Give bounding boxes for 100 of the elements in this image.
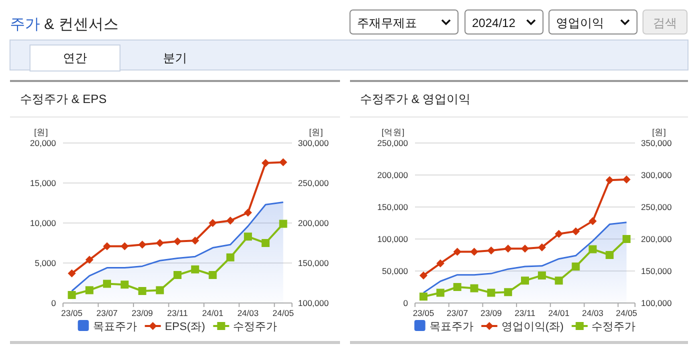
point bbox=[554, 230, 563, 238]
legend-label: 수정주가 bbox=[592, 321, 636, 333]
point bbox=[606, 176, 614, 184]
point bbox=[68, 269, 76, 278]
point bbox=[470, 248, 478, 256]
point bbox=[103, 242, 112, 250]
chart-title: 수정주가 & 영업이익 bbox=[360, 92, 471, 106]
point bbox=[85, 286, 94, 294]
point bbox=[521, 276, 529, 285]
point bbox=[174, 237, 182, 246]
point bbox=[226, 216, 234, 225]
y-tick-label: 250,000 bbox=[377, 138, 408, 148]
point bbox=[191, 265, 200, 274]
point bbox=[622, 175, 631, 184]
point bbox=[244, 208, 252, 217]
y-tick-label: 0 bbox=[403, 298, 408, 308]
y2-tick-label: 300,000 bbox=[298, 138, 329, 148]
point bbox=[191, 236, 200, 245]
y2-tick-label: 150,000 bbox=[641, 266, 672, 276]
point bbox=[588, 245, 597, 254]
point bbox=[572, 227, 580, 236]
legend-label: 목표주가 bbox=[429, 321, 474, 333]
point bbox=[262, 239, 270, 247]
point bbox=[156, 239, 164, 247]
chart-title: 수정주가 & EPS bbox=[20, 92, 107, 106]
y-tick-label: 0 bbox=[51, 298, 56, 308]
point bbox=[453, 283, 462, 291]
x-tick-label: 24/03 bbox=[582, 308, 604, 318]
y2-axis-title: [원] bbox=[309, 127, 323, 137]
point bbox=[156, 286, 164, 294]
point bbox=[85, 256, 94, 264]
point bbox=[68, 291, 76, 299]
y-tick-label: 200,000 bbox=[377, 170, 408, 180]
x-tick-label: 24/05 bbox=[272, 308, 294, 318]
y2-tick-label: 250,000 bbox=[641, 202, 672, 212]
y-axis-title: [억원] bbox=[382, 127, 404, 137]
point bbox=[208, 271, 217, 279]
point bbox=[554, 276, 563, 285]
point bbox=[120, 242, 129, 250]
text: 검색 bbox=[653, 16, 677, 30]
point bbox=[572, 262, 580, 271]
point bbox=[521, 244, 529, 253]
y2-axis-title: [원] bbox=[652, 127, 666, 137]
y-tick-label: 15,000 bbox=[30, 178, 56, 188]
text: 주가 & 컨센서스 bbox=[10, 16, 118, 33]
point bbox=[279, 220, 288, 228]
x-tick-label: 23/09 bbox=[132, 308, 154, 318]
y2-tick-label: 150,000 bbox=[298, 258, 329, 268]
text: 분기 bbox=[163, 51, 187, 65]
point bbox=[504, 288, 512, 296]
text: 2024/12 bbox=[472, 16, 516, 30]
point bbox=[622, 235, 631, 243]
point bbox=[208, 219, 217, 227]
x-tick-label: 23/05 bbox=[61, 308, 83, 318]
point bbox=[436, 259, 444, 268]
point bbox=[588, 217, 597, 226]
x-tick-label: 23/07 bbox=[96, 308, 118, 318]
point bbox=[538, 243, 546, 252]
y-tick-label: 100,000 bbox=[377, 234, 408, 244]
y-tick-label: 20,000 bbox=[30, 138, 56, 148]
point bbox=[226, 253, 234, 262]
x-tick-label: 23/11 bbox=[514, 308, 536, 318]
y-tick-label: 10,000 bbox=[30, 218, 56, 228]
point bbox=[504, 244, 512, 253]
point bbox=[138, 287, 146, 295]
y-tick-label: 50,000 bbox=[382, 266, 408, 276]
text: 영업이익 bbox=[556, 16, 604, 30]
x-tick-label: 24/05 bbox=[616, 308, 638, 318]
point bbox=[103, 280, 112, 288]
legend-label: EPS(좌) bbox=[164, 321, 206, 333]
text: 주재무제표 bbox=[357, 16, 417, 30]
x-tick-label: 24/03 bbox=[237, 308, 259, 318]
legend-label: 영업이익(좌) bbox=[501, 321, 564, 333]
y-axis-title: [원] bbox=[34, 127, 48, 137]
point bbox=[470, 284, 478, 292]
point bbox=[138, 240, 146, 249]
point bbox=[419, 292, 428, 301]
y2-tick-label: 250,000 bbox=[298, 178, 329, 188]
x-tick-label: 23/09 bbox=[480, 308, 502, 318]
point bbox=[436, 288, 444, 297]
point bbox=[279, 158, 288, 166]
x-tick-label: 24/01 bbox=[202, 308, 224, 318]
y2-tick-label: 300,000 bbox=[641, 170, 672, 180]
point bbox=[606, 251, 614, 259]
y2-tick-label: 200,000 bbox=[641, 234, 672, 244]
y2-tick-label: 100,000 bbox=[298, 298, 329, 308]
x-tick-label: 24/01 bbox=[548, 308, 570, 318]
point bbox=[174, 271, 182, 279]
point bbox=[419, 271, 428, 280]
point bbox=[120, 280, 129, 289]
x-tick-label: 23/07 bbox=[446, 308, 468, 318]
point bbox=[262, 159, 270, 167]
y2-tick-label: 100,000 bbox=[641, 298, 672, 308]
legend-label: 목표주가 bbox=[92, 321, 137, 333]
point bbox=[244, 232, 252, 241]
x-tick-label: 23/11 bbox=[167, 308, 188, 318]
point bbox=[453, 248, 462, 256]
point bbox=[487, 246, 496, 255]
y2-tick-label: 200,000 bbox=[298, 218, 329, 228]
y-tick-label: 150,000 bbox=[377, 202, 408, 212]
